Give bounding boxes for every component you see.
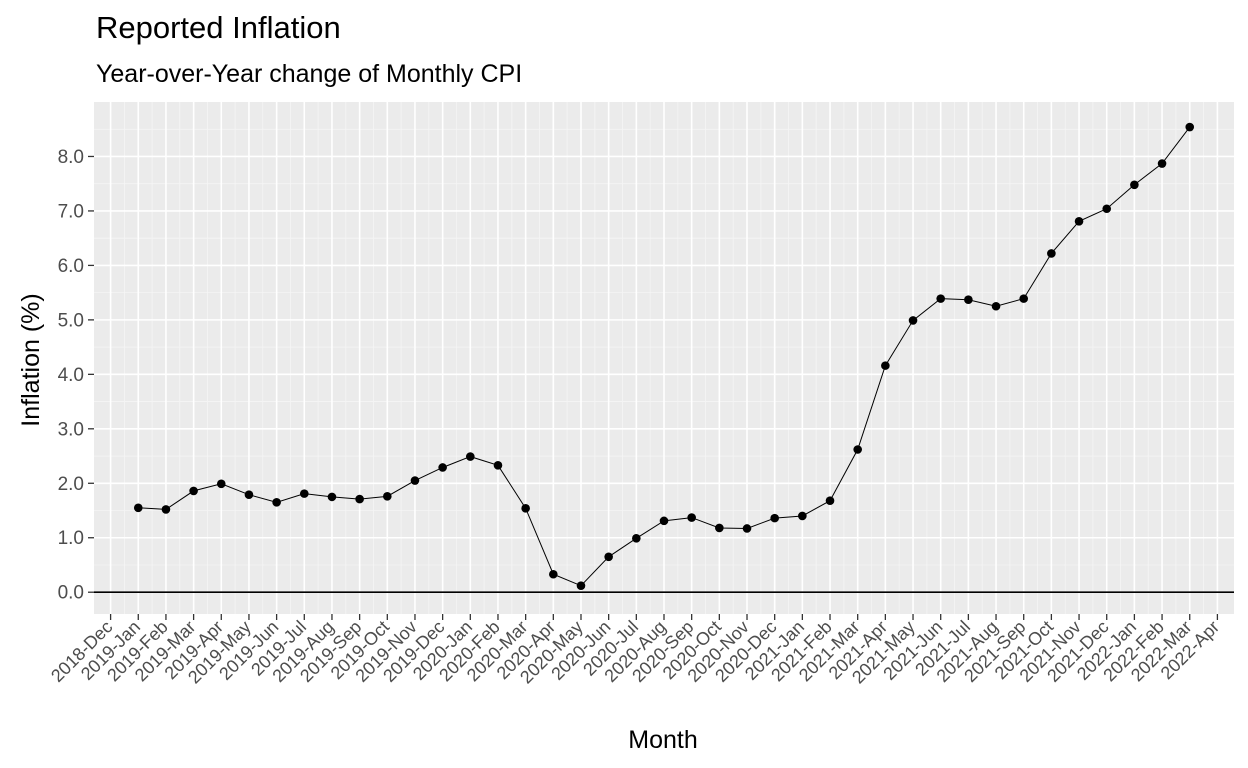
- x-axis: 2018-Dec2019-Jan2019-Feb2019-Mar2019-Apr…: [47, 614, 1223, 687]
- x-axis-label: Month: [628, 726, 697, 754]
- data-point: [1019, 294, 1029, 303]
- data-point: [1130, 180, 1139, 190]
- y-tick-label: 8.0: [58, 147, 84, 168]
- data-point: [1157, 159, 1167, 168]
- data-point: [272, 498, 281, 507]
- data-point: [216, 479, 226, 489]
- data-points: [133, 122, 1195, 590]
- data-point: [576, 581, 586, 590]
- data-point: [632, 533, 641, 543]
- data-point: [964, 295, 973, 305]
- data-point: [991, 301, 1001, 311]
- data-point: [1185, 122, 1195, 132]
- data-point: [133, 503, 143, 513]
- y-tick-label: 6.0: [58, 256, 84, 277]
- data-point: [604, 552, 613, 562]
- y-tick-label: 2.0: [58, 474, 84, 495]
- data-point: [687, 513, 696, 522]
- data-point: [383, 492, 392, 501]
- y-tick-label: 5.0: [58, 310, 84, 331]
- data-point: [742, 524, 752, 533]
- data-point: [299, 489, 309, 498]
- data-point: [161, 505, 171, 514]
- data-point: [715, 523, 724, 533]
- major-gridlines: [94, 102, 1234, 614]
- data-point: [659, 516, 669, 526]
- data-point: [1102, 204, 1112, 214]
- data-point: [549, 569, 558, 579]
- y-tick-label: 1.0: [58, 528, 84, 549]
- y-axis: 0.0 1.0 2.0 3.0 4.0 5.0 6.0 7.0 8.0: [58, 147, 94, 604]
- data-point: [881, 361, 890, 370]
- y-tick-label: 0.0: [58, 583, 84, 604]
- data-point: [355, 494, 364, 504]
- chart-subtitle: Year-over-Year change of Monthly CPI: [96, 60, 523, 88]
- data-point: [438, 463, 447, 472]
- y-tick-label: 7.0: [58, 201, 84, 222]
- chart-title: Reported Inflation: [96, 10, 341, 45]
- data-point: [410, 476, 420, 485]
- y-tick-label: 3.0: [58, 419, 84, 440]
- data-point: [189, 486, 198, 496]
- data-point: [853, 445, 862, 454]
- data-point: [466, 452, 475, 461]
- data-point: [493, 461, 503, 470]
- data-point: [1047, 249, 1056, 258]
- data-point: [327, 492, 337, 502]
- data-point: [1074, 216, 1084, 226]
- y-axis-label: Inflation (%): [17, 293, 45, 426]
- data-point: [244, 490, 254, 500]
- data-point: [798, 511, 807, 521]
- data-point: [825, 496, 835, 506]
- data-point: [521, 504, 530, 513]
- data-point: [908, 316, 918, 325]
- data-point: [936, 294, 945, 303]
- data-point: [770, 513, 779, 523]
- y-tick-label: 4.0: [58, 365, 84, 386]
